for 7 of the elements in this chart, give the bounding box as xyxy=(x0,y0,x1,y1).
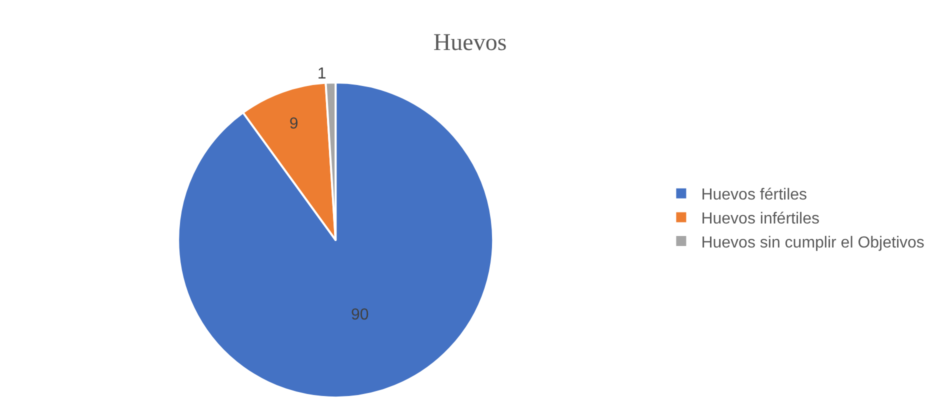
data-label: 9 xyxy=(289,116,298,133)
legend-label: Huevos fértiles xyxy=(701,186,808,204)
legend-label: Huevos infértiles xyxy=(701,210,820,228)
chart-title: Huevos xyxy=(433,30,507,56)
data-label: 90 xyxy=(350,306,369,324)
data-label: 1 xyxy=(317,66,326,83)
legend-label: Huevos sin cumplir el Objetivos xyxy=(701,234,924,252)
